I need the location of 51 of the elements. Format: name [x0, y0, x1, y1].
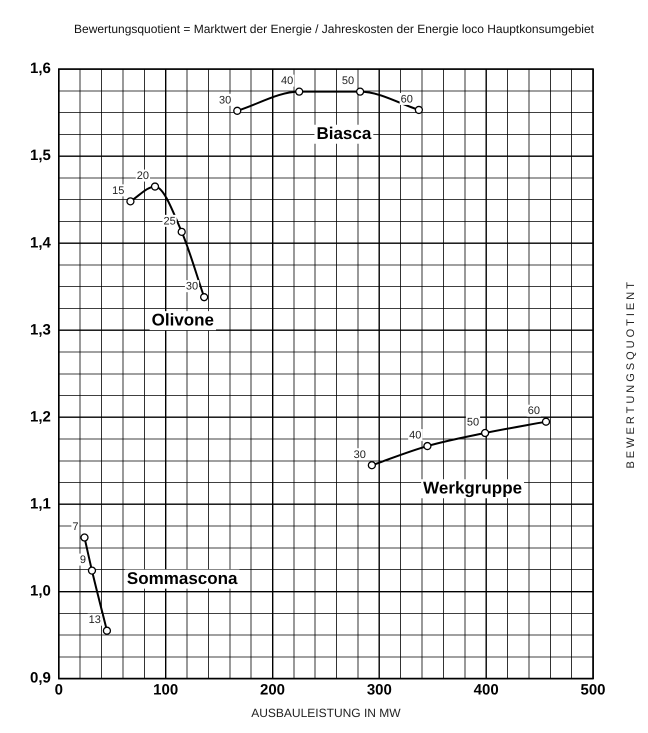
- y-tick-label: 1,1: [30, 496, 51, 513]
- point: [233, 106, 242, 115]
- y-axis-title: BEWERTUNGSQUOTIENT: [625, 279, 638, 469]
- point: [356, 87, 364, 96]
- y-tick-label: 1,6: [30, 60, 51, 78]
- point: [178, 228, 186, 236]
- y-tick-label: 0,9: [30, 670, 51, 687]
- series-label: Biasca: [316, 124, 372, 143]
- annotation: 30: [186, 280, 198, 293]
- annotation: 20: [136, 170, 149, 182]
- y-tick-label: 1,5: [30, 147, 51, 164]
- annotation: 40: [280, 75, 294, 88]
- x-axis-title: AUSBAULEISTUNG IN MW: [251, 706, 402, 720]
- annotation: 30: [354, 448, 366, 461]
- point: [126, 197, 135, 206]
- annotation: 15: [112, 184, 124, 197]
- x-tick-label: 500: [580, 682, 606, 699]
- x-tick-label: 400: [474, 682, 499, 699]
- series-label: Werkgruppe: [423, 478, 522, 498]
- x-tick-label: 100: [153, 682, 178, 699]
- point: [368, 461, 376, 470]
- point: [295, 87, 304, 96]
- annotation: 30: [219, 94, 232, 106]
- point: [423, 442, 432, 450]
- y-tick-label: 1,3: [30, 321, 51, 338]
- point: [102, 626, 112, 635]
- x-tick-label: 0: [54, 682, 64, 699]
- y-tick-label: 1,4: [30, 234, 52, 252]
- annotation: 7: [72, 521, 78, 534]
- annotation: 60: [400, 93, 413, 106]
- series-label: Olivone: [152, 310, 214, 330]
- y-tick-label: 1,0: [30, 582, 51, 600]
- point: [80, 533, 89, 542]
- annotation: 25: [163, 215, 176, 228]
- y-tick-label: 1,2: [30, 408, 51, 426]
- x-tick-label: 300: [366, 682, 392, 699]
- annotation: 13: [88, 614, 101, 626]
- point: [200, 293, 208, 302]
- point: [480, 428, 490, 438]
- annotation: 50: [342, 75, 354, 88]
- point: [414, 106, 424, 114]
- x-tick-label: 200: [260, 682, 286, 699]
- annotation: 40: [409, 430, 422, 442]
- chart-title: Bewertungsquotient = Marktwert der Energie / Jahreskosten der Energie loco Hauptkonsumgebiet: [73, 21, 595, 38]
- annotation: 50: [466, 416, 480, 429]
- series-label: Sommascona: [126, 568, 238, 588]
- point: [150, 182, 160, 191]
- point: [88, 566, 96, 575]
- annotation: 60: [528, 405, 540, 418]
- point: [542, 418, 550, 426]
- annotation: 9: [80, 554, 86, 566]
